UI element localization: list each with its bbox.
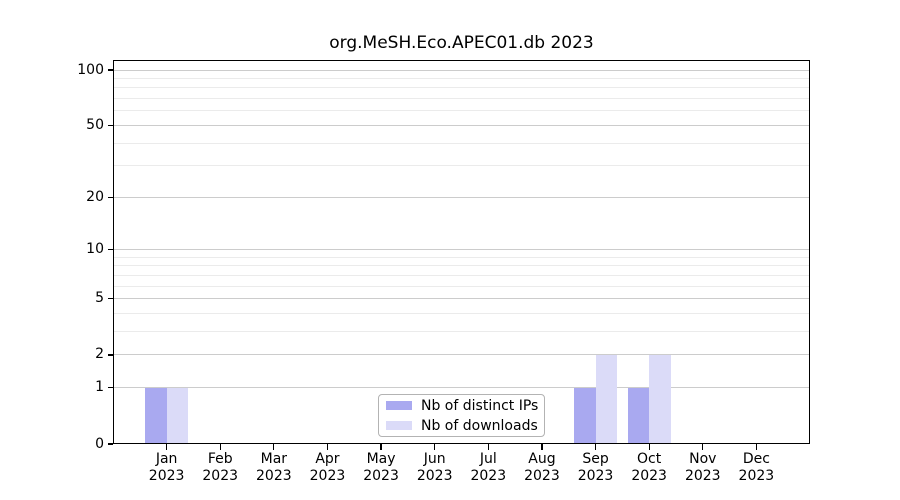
x-label-year: 2023 [202, 468, 239, 484]
bar-distinct-ips-jan [145, 387, 167, 444]
legend-swatch-distinct-ips [386, 401, 412, 410]
gridline-major-2 [113, 354, 810, 356]
x-label-month: May [366, 451, 396, 467]
bar-distinct-ips-sep [574, 387, 596, 444]
legend-item-downloads: Nb of downloads [386, 418, 544, 434]
x-label-month: Jan [155, 451, 178, 467]
x-label-year: 2023 [416, 468, 453, 484]
x-label-month: Nov [689, 451, 717, 467]
gridline-minor-6 [113, 285, 810, 287]
legend-swatch-downloads [386, 421, 412, 430]
gridline-minor-30 [113, 165, 810, 167]
x-tick-jan [165, 444, 168, 450]
x-label-month: Jul [479, 451, 497, 467]
gridline-minor-8 [113, 265, 810, 267]
x-label-month: Oct [637, 451, 662, 467]
x-axis-tick-label: Feb 2023 [191, 451, 249, 485]
x-axis-tick-label: Nov 2023 [674, 451, 732, 485]
y-tick-0 [108, 443, 113, 445]
y-tick-5 [108, 298, 113, 300]
x-label-month: Dec [742, 451, 770, 467]
x-tick-aug [541, 444, 543, 450]
x-tick-sep [594, 444, 597, 450]
y-axis-tick-label: 100 [77, 61, 104, 78]
gridline-major-5 [113, 298, 810, 300]
x-label-year: 2023 [524, 468, 560, 484]
gridline-minor-40 [113, 142, 810, 144]
y-axis-tick-label: 5 [95, 290, 104, 307]
x-label-year: 2023 [309, 468, 346, 484]
x-tick-nov [702, 444, 704, 450]
y-tick-50 [108, 124, 113, 127]
x-label-year: 2023 [738, 468, 775, 484]
gridline-minor-70 [113, 98, 810, 100]
gridline-major-10 [113, 249, 810, 251]
gridline-major-20 [113, 196, 810, 198]
x-label-year: 2023 [631, 468, 667, 484]
gridline-minor-80 [113, 87, 810, 89]
x-label-year: 2023 [148, 468, 185, 484]
y-axis-tick-label: 0 [95, 435, 104, 452]
y-axis-tick-label: 50 [86, 116, 104, 133]
x-axis-tick-label: May 2023 [352, 451, 410, 485]
x-axis-tick-label: Jan 2023 [138, 451, 196, 485]
x-tick-mar [273, 444, 275, 450]
gridline-minor-3 [113, 331, 810, 333]
gridline-minor-4 [113, 313, 810, 315]
x-label-month: Feb [207, 451, 233, 467]
x-axis-tick-label: Jun 2023 [406, 451, 464, 485]
y-tick-100 [108, 69, 113, 71]
x-tick-apr [326, 444, 329, 450]
gridline-minor-60 [113, 110, 810, 112]
x-axis-tick-label: Oct 2023 [620, 451, 678, 485]
y-tick-20 [108, 196, 113, 198]
y-axis-tick-label: 10 [86, 241, 104, 258]
gridline-minor-7 [113, 274, 810, 276]
x-axis-tick-label: Dec 2023 [727, 451, 785, 485]
chart-title: org.MeSH.Eco.APEC01.db 2023 [329, 33, 594, 53]
x-axis-tick-label: Mar 2023 [245, 451, 303, 485]
x-axis-tick-label: Aug 2023 [513, 451, 571, 485]
x-label-month: Sep [582, 451, 609, 467]
x-label-year: 2023 [363, 468, 399, 484]
x-tick-feb [219, 444, 221, 450]
x-label-month: Jun [423, 451, 446, 467]
y-axis-tick-label: 20 [86, 188, 104, 205]
x-label-month: Mar [260, 451, 288, 467]
x-label-month: Aug [528, 451, 556, 467]
gridline-major-1 [113, 387, 810, 389]
x-tick-jun [434, 444, 436, 450]
bar-downloads-sep [595, 354, 618, 444]
x-tick-may [380, 444, 382, 450]
x-axis-tick-label: Apr 2023 [298, 451, 356, 485]
x-label-year: 2023 [470, 468, 507, 484]
bar-downloads-jan [166, 387, 189, 444]
y-tick-1 [108, 387, 113, 389]
gridline-minor-9 [113, 256, 810, 258]
bar-downloads-oct [649, 354, 671, 444]
x-label-month: Apr [315, 451, 340, 467]
y-axis-tick-label: 1 [95, 379, 104, 396]
gridline-minor-90 [113, 77, 810, 79]
legend-label-distinct-ips: Nb of distinct IPs [421, 397, 539, 414]
y-axis-tick-label: 2 [95, 346, 104, 363]
legend-label-downloads: Nb of downloads [421, 417, 538, 434]
legend-item-distinct-ips: Nb of distinct IPs [386, 398, 544, 414]
x-tick-dec [755, 444, 758, 450]
legend: Nb of distinct IPs Nb of downloads [378, 394, 545, 437]
x-label-year: 2023 [577, 468, 614, 484]
x-axis-tick-label: Sep 2023 [567, 451, 625, 485]
gridline-major-50 [113, 124, 810, 126]
x-label-year: 2023 [256, 468, 292, 484]
y-tick-10 [108, 249, 113, 251]
gridline-major-100 [113, 69, 810, 71]
x-axis-tick-label: Jul 2023 [459, 451, 517, 485]
x-label-year: 2023 [684, 468, 721, 484]
x-tick-oct [648, 444, 650, 450]
y-tick-2 [108, 354, 113, 356]
bar-distinct-ips-oct [627, 387, 650, 444]
x-tick-jul [487, 444, 489, 450]
